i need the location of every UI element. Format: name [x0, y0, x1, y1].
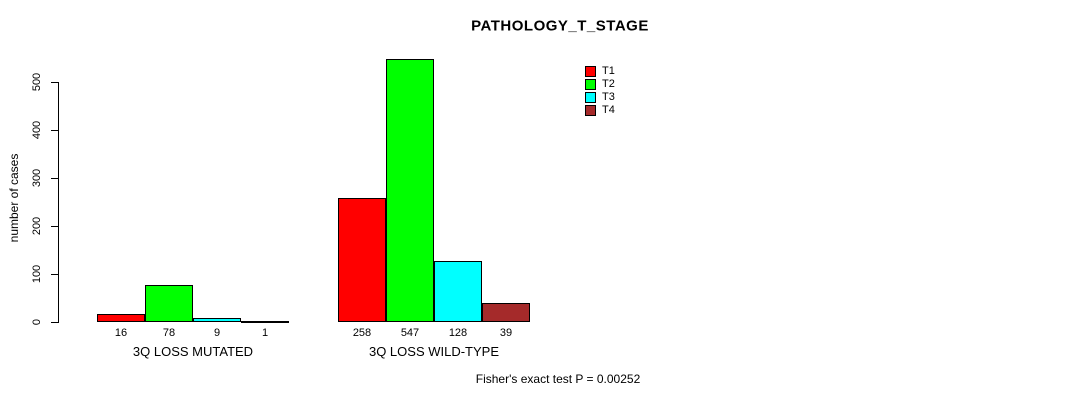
group-label: 3Q LOSS MUTATED — [132, 344, 254, 359]
bar-value-label: 39 — [499, 327, 513, 339]
legend-label: T2 — [602, 78, 615, 90]
y-axis-line — [58, 82, 59, 323]
legend-label: T1 — [602, 65, 615, 77]
y-tick-mark — [51, 274, 58, 275]
bar-t4-group1 — [241, 321, 289, 323]
legend-label: T3 — [602, 91, 615, 103]
bar-t1-group2 — [338, 198, 386, 322]
legend-row-t3: T3 — [585, 91, 615, 104]
bar-value-label: 1 — [261, 327, 269, 339]
legend-row-t2: T2 — [585, 78, 615, 91]
bar-value-label: 78 — [162, 327, 176, 339]
y-tick-label: 300 — [31, 168, 43, 188]
bar-value-label: 9 — [213, 327, 221, 339]
bar-t4-group2 — [482, 303, 530, 322]
y-tick-mark — [51, 130, 58, 131]
y-tick-mark — [51, 82, 58, 83]
bar-t3-group1 — [193, 318, 241, 322]
legend-swatch-icon — [585, 79, 596, 90]
y-tick-label: 400 — [31, 120, 43, 140]
y-tick-label: 200 — [31, 216, 43, 236]
legend-row-t4: T4 — [585, 104, 615, 117]
y-tick-mark — [51, 226, 58, 227]
y-tick-label: 500 — [31, 72, 43, 92]
bar-t1-group1 — [97, 314, 145, 322]
legend-swatch-icon — [585, 92, 596, 103]
legend-swatch-icon — [585, 66, 596, 77]
y-tick-label: 0 — [31, 318, 43, 326]
legend-label: T4 — [602, 104, 615, 116]
bar-t2-group1 — [145, 285, 193, 322]
bar-t2-group2 — [386, 59, 434, 322]
bar-value-label: 258 — [352, 327, 372, 339]
y-axis-label: number of cases — [7, 153, 21, 243]
bar-value-label: 16 — [114, 327, 128, 339]
legend-row-t1: T1 — [585, 65, 615, 78]
bar-value-label: 547 — [400, 327, 420, 339]
y-tick-mark — [51, 322, 58, 323]
group-label: 3Q LOSS WILD-TYPE — [368, 344, 500, 359]
legend-swatch-icon — [585, 105, 596, 116]
legend: T1 T2 T3 T4 — [585, 65, 615, 117]
fisher-test-annotation: Fisher's exact test P = 0.00252 — [475, 372, 641, 386]
y-tick-mark — [51, 178, 58, 179]
y-tick-label: 100 — [31, 264, 43, 284]
bar-t3-group2 — [434, 261, 482, 322]
bar-value-label: 128 — [448, 327, 468, 339]
chart-title: PATHOLOGY_T_STAGE — [471, 17, 649, 35]
